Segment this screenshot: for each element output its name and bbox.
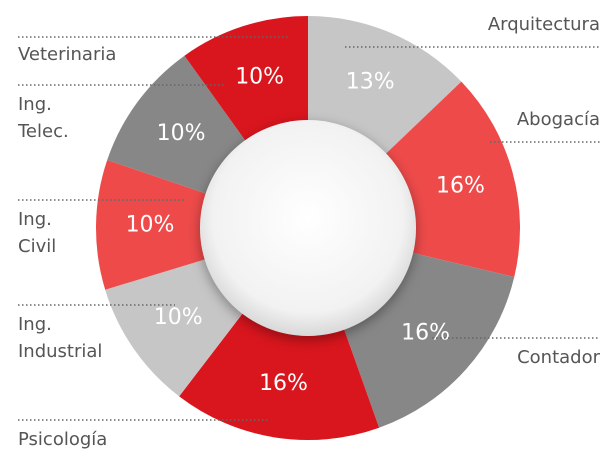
category-label: Arquitectura	[487, 14, 600, 35]
category-label: Veterinaria	[18, 44, 117, 65]
donut-slice	[179, 304, 380, 441]
category-label: Ing. Civil	[18, 209, 57, 257]
value-label: 16%	[401, 320, 450, 345]
donut-slice	[184, 16, 308, 150]
category-label: Abogacía	[516, 109, 600, 130]
value-label: 10%	[154, 305, 203, 330]
donut-hub	[200, 120, 416, 336]
category-label: Contador	[517, 347, 600, 368]
value-label: 10%	[126, 213, 175, 238]
donut-slice	[95, 159, 218, 290]
value-label: 16%	[259, 371, 308, 396]
category-label: Ing. Industrial	[18, 314, 103, 362]
category-label: Psicología	[18, 429, 108, 450]
donut-slice	[105, 255, 250, 397]
donut-slice	[308, 16, 462, 162]
category-label: Ing. Telec.	[18, 94, 69, 142]
value-label: 10%	[235, 65, 284, 90]
donut-slice	[107, 55, 253, 198]
value-label: 16%	[436, 174, 485, 199]
value-label: 13%	[346, 70, 395, 95]
value-label: 10%	[157, 121, 206, 146]
